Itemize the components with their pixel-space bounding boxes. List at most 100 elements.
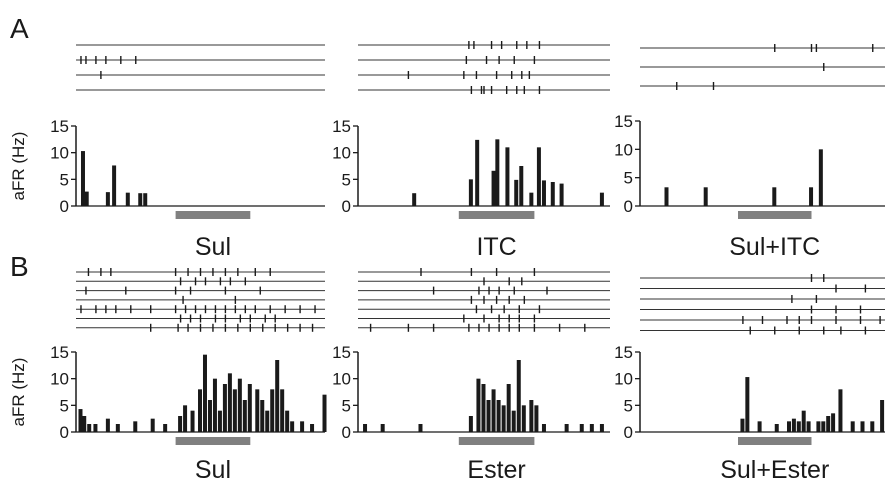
histogram-bar [217,410,222,432]
histogram-bar [801,410,806,432]
condition-label: ITC [476,233,516,261]
y-tick-label: 5 [60,170,69,189]
histogram-bar [838,389,843,432]
histogram-bar [87,424,92,432]
stimulus-bar [458,437,535,445]
histogram-bar [579,424,584,432]
histogram-bar [80,151,85,206]
y-tick-label: 15 [50,117,69,136]
chart-a-sul: 0 5 10 15 aFR (Hz) Sul [9,44,325,261]
stimulus-bar [738,211,812,219]
y-axis-label: aFR (Hz) [9,132,28,201]
histogram-bar [818,149,823,206]
y-tick-label: 5 [342,170,351,189]
histogram-bar [816,421,821,432]
histogram-bar [363,424,368,432]
histogram-bar [491,170,496,206]
stimulus-bar [458,211,535,219]
histogram-bar [260,400,265,432]
histogram-bar [115,424,120,432]
histogram-bar [310,424,315,432]
histogram-bar [541,180,546,206]
histogram-bar [202,354,207,432]
histogram-bar [380,424,385,432]
histogram-bar [237,378,242,432]
y-tick-label: 10 [614,140,633,159]
histogram-bar [190,410,195,432]
histogram-bar [105,192,110,206]
histogram-bar [255,389,260,432]
histogram-bar [860,421,865,432]
histogram-bar [232,389,237,432]
chart-a-sul-itc: 0 5 10 15 Sul+ITC [614,44,885,261]
y-tick-label: 0 [60,197,69,216]
panel-letter-a: A [10,13,29,44]
histogram-bar [475,139,480,206]
histogram-bar [242,400,247,432]
histogram-bar [322,394,327,432]
histogram-bar [247,384,252,432]
y-tick-label: 10 [614,370,633,389]
y-tick-label: 15 [332,117,351,136]
y-tick-label: 10 [50,144,69,163]
histogram-bar [880,400,885,432]
histogram-bar [78,409,83,432]
histogram-bar [468,416,473,432]
histogram-bar [536,147,541,206]
stimulus-bar [175,211,251,219]
histogram-bar [850,421,855,432]
chart-a-itc: 0 5 10 15 ITC [332,41,610,261]
y-tick-label: 15 [332,343,351,362]
histogram-bar [143,193,148,206]
histogram-bar [564,424,569,432]
histogram-bar [774,424,779,432]
histogram-bar [511,410,516,432]
histogram-bar [516,360,521,432]
histogram-bar [599,192,604,206]
y-tick-label: 15 [614,343,633,362]
histogram-bar [870,421,875,432]
histogram-bar [496,400,501,432]
histogram-bar [740,418,745,432]
histogram-bar [150,418,155,432]
histogram-bar [207,400,212,432]
y-tick-label: 10 [332,144,351,163]
histogram-bar [534,405,539,432]
histogram-bar [831,413,836,432]
histogram-bar [84,191,89,206]
histogram-bar [290,421,295,432]
y-tick-label: 10 [332,370,351,389]
y-axis-label: aFR (Hz) [9,358,28,427]
histogram-bar [501,405,506,432]
histogram-bar [105,418,110,432]
histogram-bar [529,400,534,432]
condition-label: Sul+ITC [729,233,820,261]
histogram-bar [495,139,500,206]
histogram-bar [772,187,777,206]
histogram-bar [178,416,183,432]
histogram-bar [506,384,511,432]
histogram-bar [198,389,203,432]
histogram-bar [826,416,831,432]
histogram-bar [270,389,275,432]
y-tick-label: 0 [624,197,633,216]
histogram-bar [280,389,285,432]
histogram-bar [222,384,227,432]
histogram-bar [285,410,290,432]
histogram-bar [519,166,524,206]
histogram-bar [599,424,604,432]
histogram-bar [589,424,594,432]
histogram-bar [481,384,486,432]
y-tick-label: 5 [624,169,633,188]
histogram-bar [133,421,138,432]
panel-letter-b: B [10,251,29,282]
histogram-bar [791,418,796,432]
histogram-bar [821,421,826,432]
histogram-bar [212,378,217,432]
histogram-bar [541,424,546,432]
y-tick-label: 5 [624,396,633,415]
condition-label: Sul [195,456,231,481]
histogram-bar [809,187,814,206]
histogram-bar [265,410,270,432]
